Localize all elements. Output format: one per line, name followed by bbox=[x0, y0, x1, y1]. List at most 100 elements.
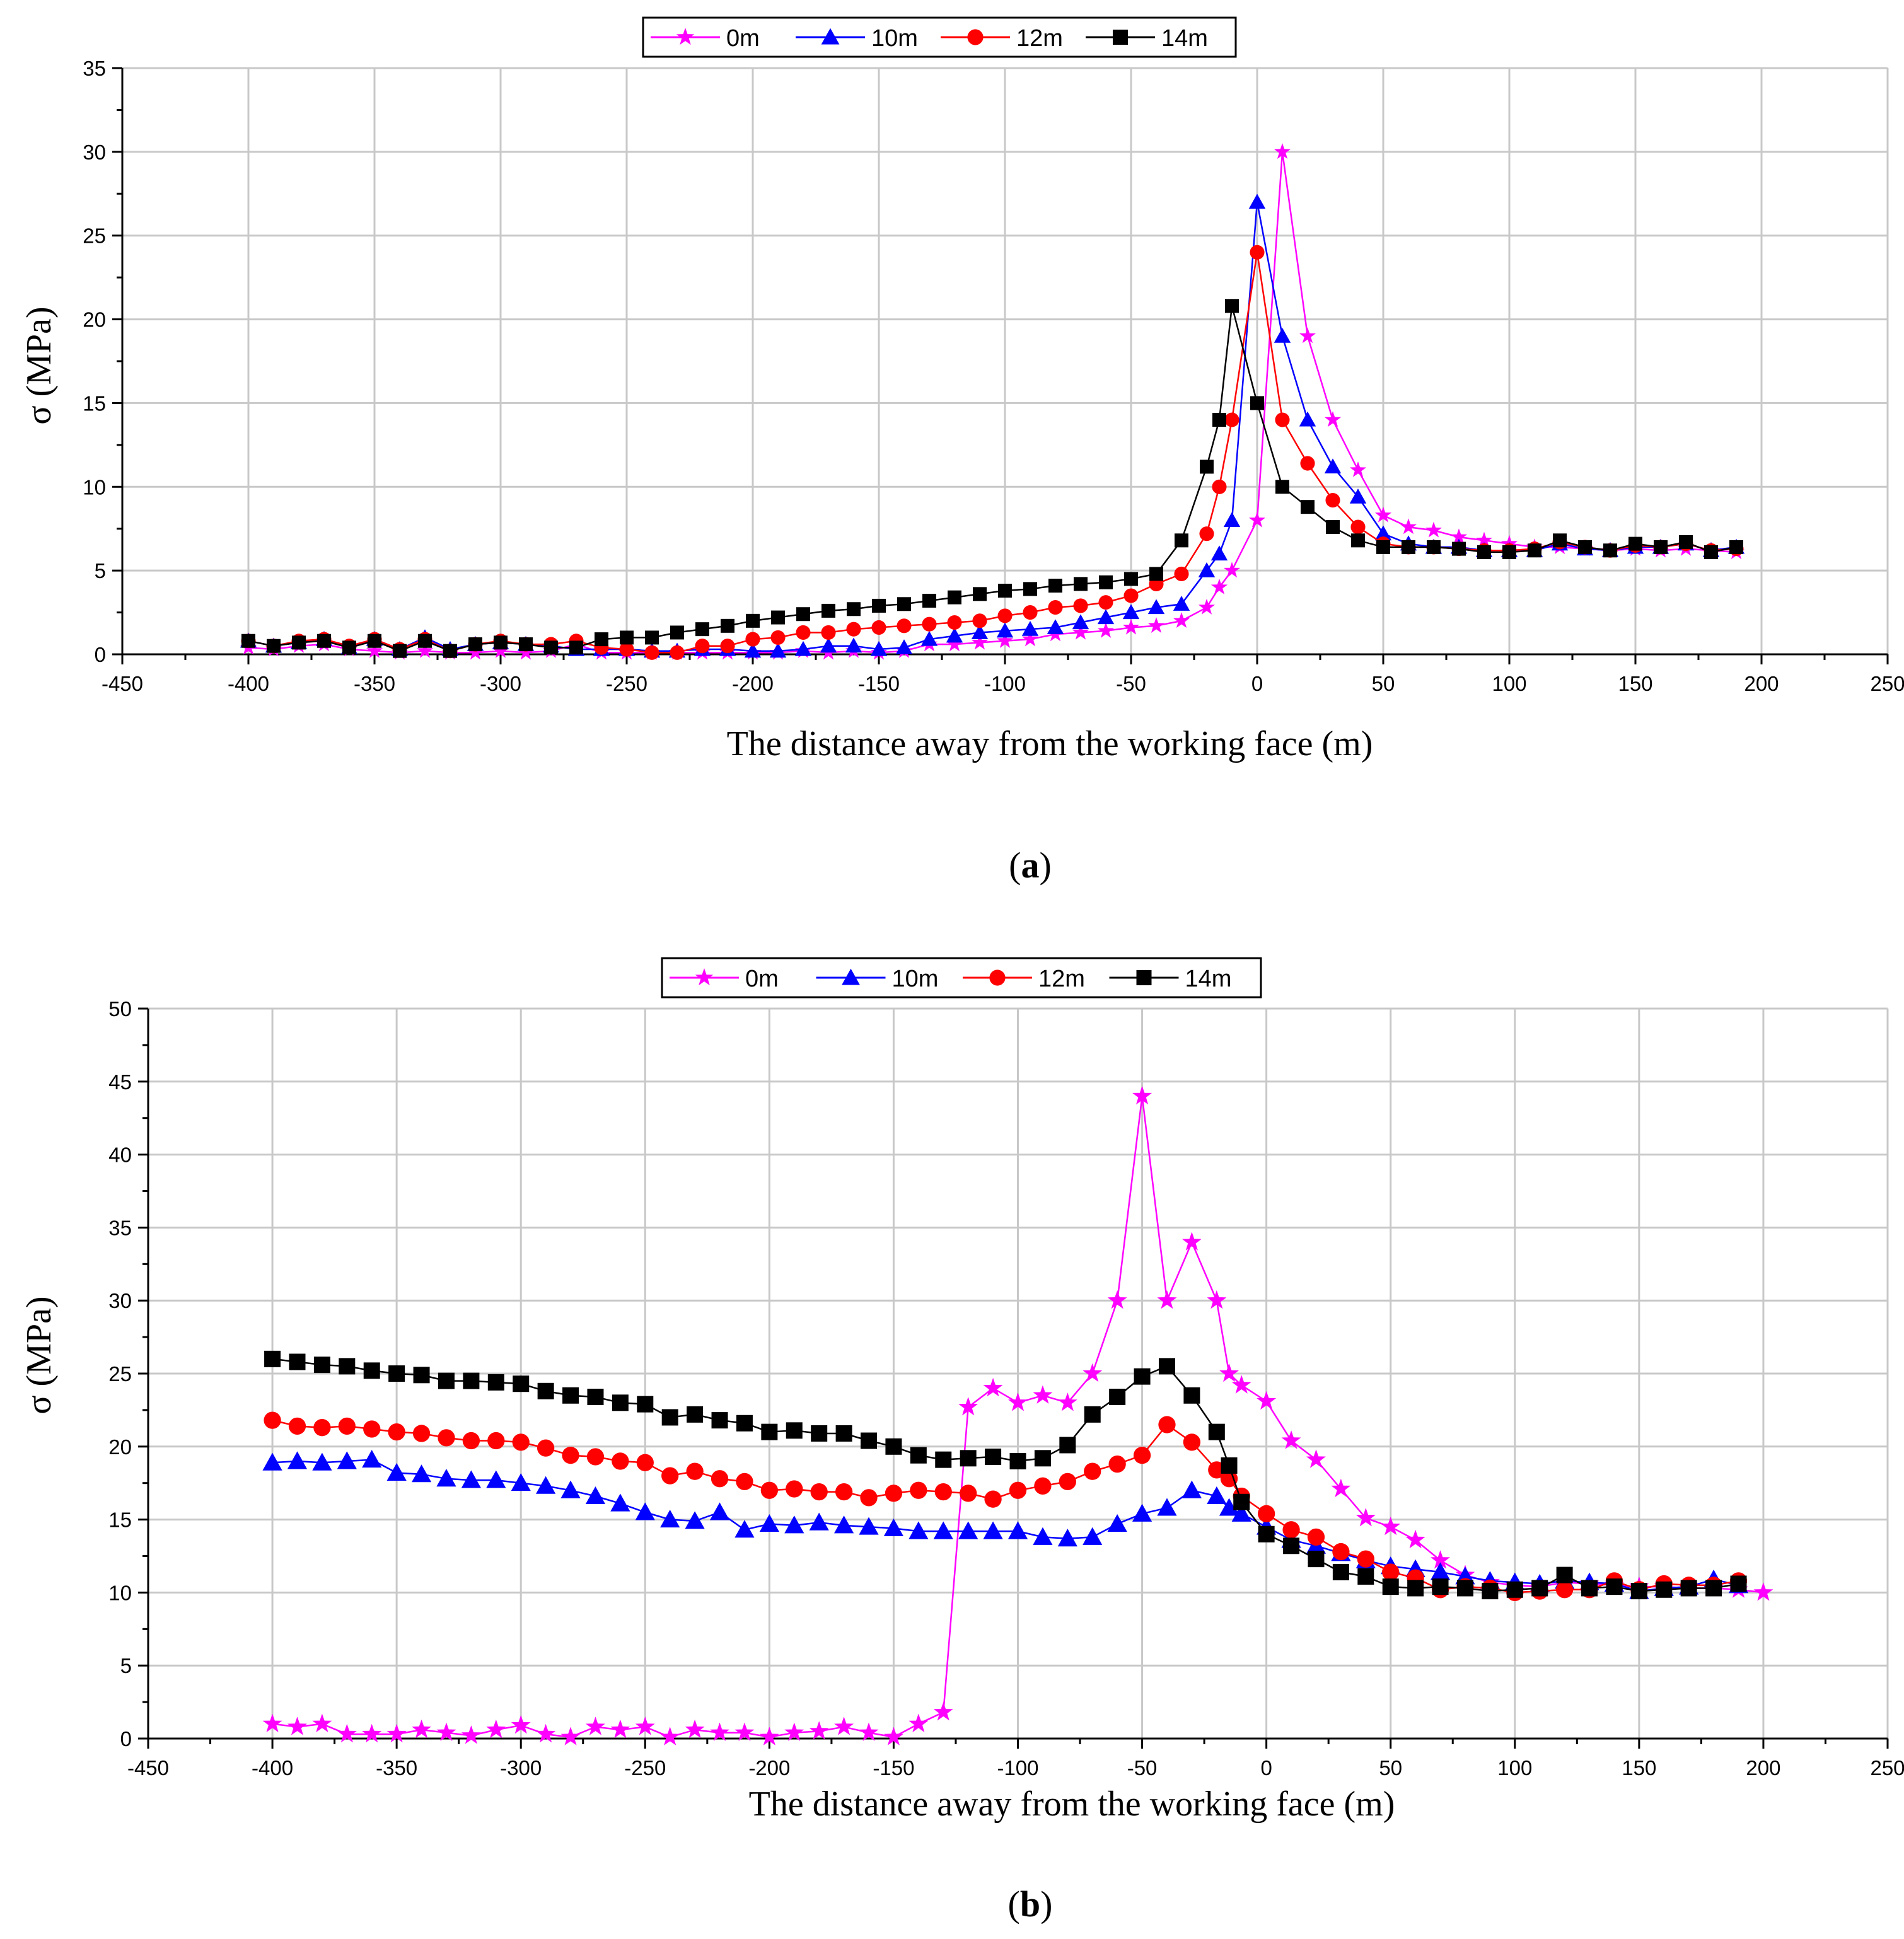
data-point-12m bbox=[1332, 1543, 1350, 1561]
data-point-10m bbox=[1231, 1503, 1251, 1522]
legend-label-10m: 10m bbox=[871, 25, 918, 52]
data-point-10m bbox=[312, 1452, 332, 1471]
data-point-10m bbox=[1430, 1562, 1451, 1580]
data-point-14m bbox=[910, 1447, 927, 1464]
data-point-0m bbox=[1355, 1508, 1376, 1527]
data-point-14m bbox=[388, 1365, 405, 1382]
x-tick-label: -450 bbox=[102, 672, 143, 695]
data-point-14m bbox=[985, 1449, 1002, 1466]
data-point-14m bbox=[313, 1357, 330, 1374]
data-point-14m bbox=[468, 637, 482, 652]
data-point-14m bbox=[1233, 1493, 1250, 1510]
data-point-14m bbox=[1630, 1583, 1647, 1600]
data-point-0m bbox=[710, 1722, 729, 1741]
data-point-10m bbox=[610, 1493, 630, 1512]
data-point-10m bbox=[820, 637, 837, 653]
x-tick-label: -150 bbox=[858, 672, 900, 695]
data-point-12m bbox=[512, 1433, 530, 1451]
x-tick-label: -300 bbox=[500, 1756, 542, 1780]
data-point-12m bbox=[871, 620, 886, 635]
data-point-14m bbox=[267, 639, 281, 653]
data-point-14m bbox=[1200, 460, 1214, 474]
legend-label-12m: 12m bbox=[1016, 25, 1063, 52]
chart-b-xlabel: The distance away from the working face … bbox=[749, 1785, 1395, 1824]
data-point-0m bbox=[1425, 521, 1443, 538]
data-point-14m bbox=[393, 644, 407, 658]
series-14m bbox=[264, 1350, 1747, 1600]
chart-a: -450 -400 -350 -300 -250 -200 -150 -100 -50 0 50 10… bbox=[20, 16, 1904, 886]
data-point-12m bbox=[1382, 1563, 1400, 1581]
data-point-12m bbox=[1350, 519, 1366, 535]
data-point-14m bbox=[1109, 1389, 1126, 1406]
data-point-14m bbox=[1654, 540, 1668, 554]
data-point-10m bbox=[1132, 1503, 1152, 1522]
data-point-10m bbox=[1207, 1486, 1227, 1505]
data-point-14m bbox=[1023, 582, 1037, 596]
x-tick-label: -350 bbox=[376, 1756, 417, 1780]
x-tick-label: -50 bbox=[1116, 672, 1146, 695]
data-point-10m bbox=[908, 1521, 929, 1539]
data-point-0m bbox=[1157, 1290, 1177, 1309]
data-point-10m bbox=[1299, 411, 1316, 427]
data-point-10m bbox=[870, 640, 888, 656]
data-point-10m bbox=[834, 1515, 854, 1534]
data-point-14m bbox=[264, 1350, 281, 1367]
data-point-12m bbox=[736, 1473, 753, 1491]
data-point-14m bbox=[1351, 533, 1365, 548]
data-point-14m bbox=[711, 1412, 728, 1429]
data-point-14m bbox=[620, 630, 634, 645]
data-point-10m bbox=[1349, 489, 1367, 504]
chart-b-legend: 0m 10m 12m 14m bbox=[661, 957, 1262, 998]
data-point-10m bbox=[784, 1515, 804, 1534]
data-point-10m bbox=[1072, 614, 1089, 630]
data-point-0m bbox=[1248, 511, 1266, 528]
x-tick-label: 200 bbox=[1744, 672, 1779, 695]
data-point-12m bbox=[537, 1439, 555, 1457]
legend-marker-12m bbox=[967, 29, 984, 45]
data-point-14m bbox=[1528, 543, 1541, 558]
data-point-0m bbox=[1400, 518, 1417, 535]
data-point-12m bbox=[796, 625, 811, 640]
data-point-10m bbox=[511, 1473, 531, 1491]
data-point-14m bbox=[339, 1358, 356, 1375]
data-point-10m bbox=[1007, 1521, 1028, 1539]
data-point-10m bbox=[1248, 194, 1266, 209]
data-point-12m bbox=[1073, 598, 1088, 613]
y-tick-label: 35 bbox=[108, 1216, 132, 1239]
data-point-10m bbox=[1097, 609, 1115, 625]
data-point-12m bbox=[1250, 245, 1265, 260]
data-point-14m bbox=[537, 1382, 554, 1399]
data-point-0m bbox=[362, 1723, 382, 1743]
data-point-0m bbox=[884, 1727, 903, 1745]
chart-b-ylabel: σ (MPa) bbox=[20, 1296, 59, 1414]
x-tick-label: 250 bbox=[1870, 1756, 1904, 1780]
x-tick-label: -100 bbox=[984, 672, 1026, 695]
x-tick-label: 0 bbox=[1260, 1756, 1272, 1780]
data-point-14m bbox=[519, 637, 533, 652]
data-point-10m bbox=[1223, 512, 1241, 527]
data-point-12m bbox=[1133, 1447, 1151, 1464]
data-point-10m bbox=[337, 1451, 357, 1469]
data-point-12m bbox=[1023, 605, 1038, 620]
data-point-12m bbox=[720, 639, 735, 654]
data-point-10m bbox=[933, 1521, 953, 1539]
data-point-14m bbox=[796, 607, 810, 622]
data-point-14m bbox=[687, 1406, 704, 1423]
data-point-12m bbox=[821, 625, 836, 640]
data-point-10m bbox=[262, 1452, 282, 1471]
data-point-14m bbox=[1376, 540, 1390, 554]
data-point-12m bbox=[264, 1411, 281, 1429]
data-point-10m bbox=[1083, 1527, 1103, 1545]
data-point-10m bbox=[486, 1470, 506, 1488]
data-point-14m bbox=[562, 1387, 579, 1404]
data-point-12m bbox=[438, 1429, 455, 1447]
data-point-0m bbox=[1021, 630, 1039, 647]
data-point-10m bbox=[859, 1517, 879, 1535]
data-point-14m bbox=[721, 618, 734, 633]
data-point-10m bbox=[895, 639, 913, 654]
data-point-10m bbox=[436, 1469, 456, 1487]
data-point-0m bbox=[1207, 1290, 1227, 1309]
legend-marker-14m bbox=[1113, 30, 1128, 45]
chart-a-caption: (a) bbox=[1009, 845, 1052, 886]
data-point-10m bbox=[287, 1451, 308, 1469]
